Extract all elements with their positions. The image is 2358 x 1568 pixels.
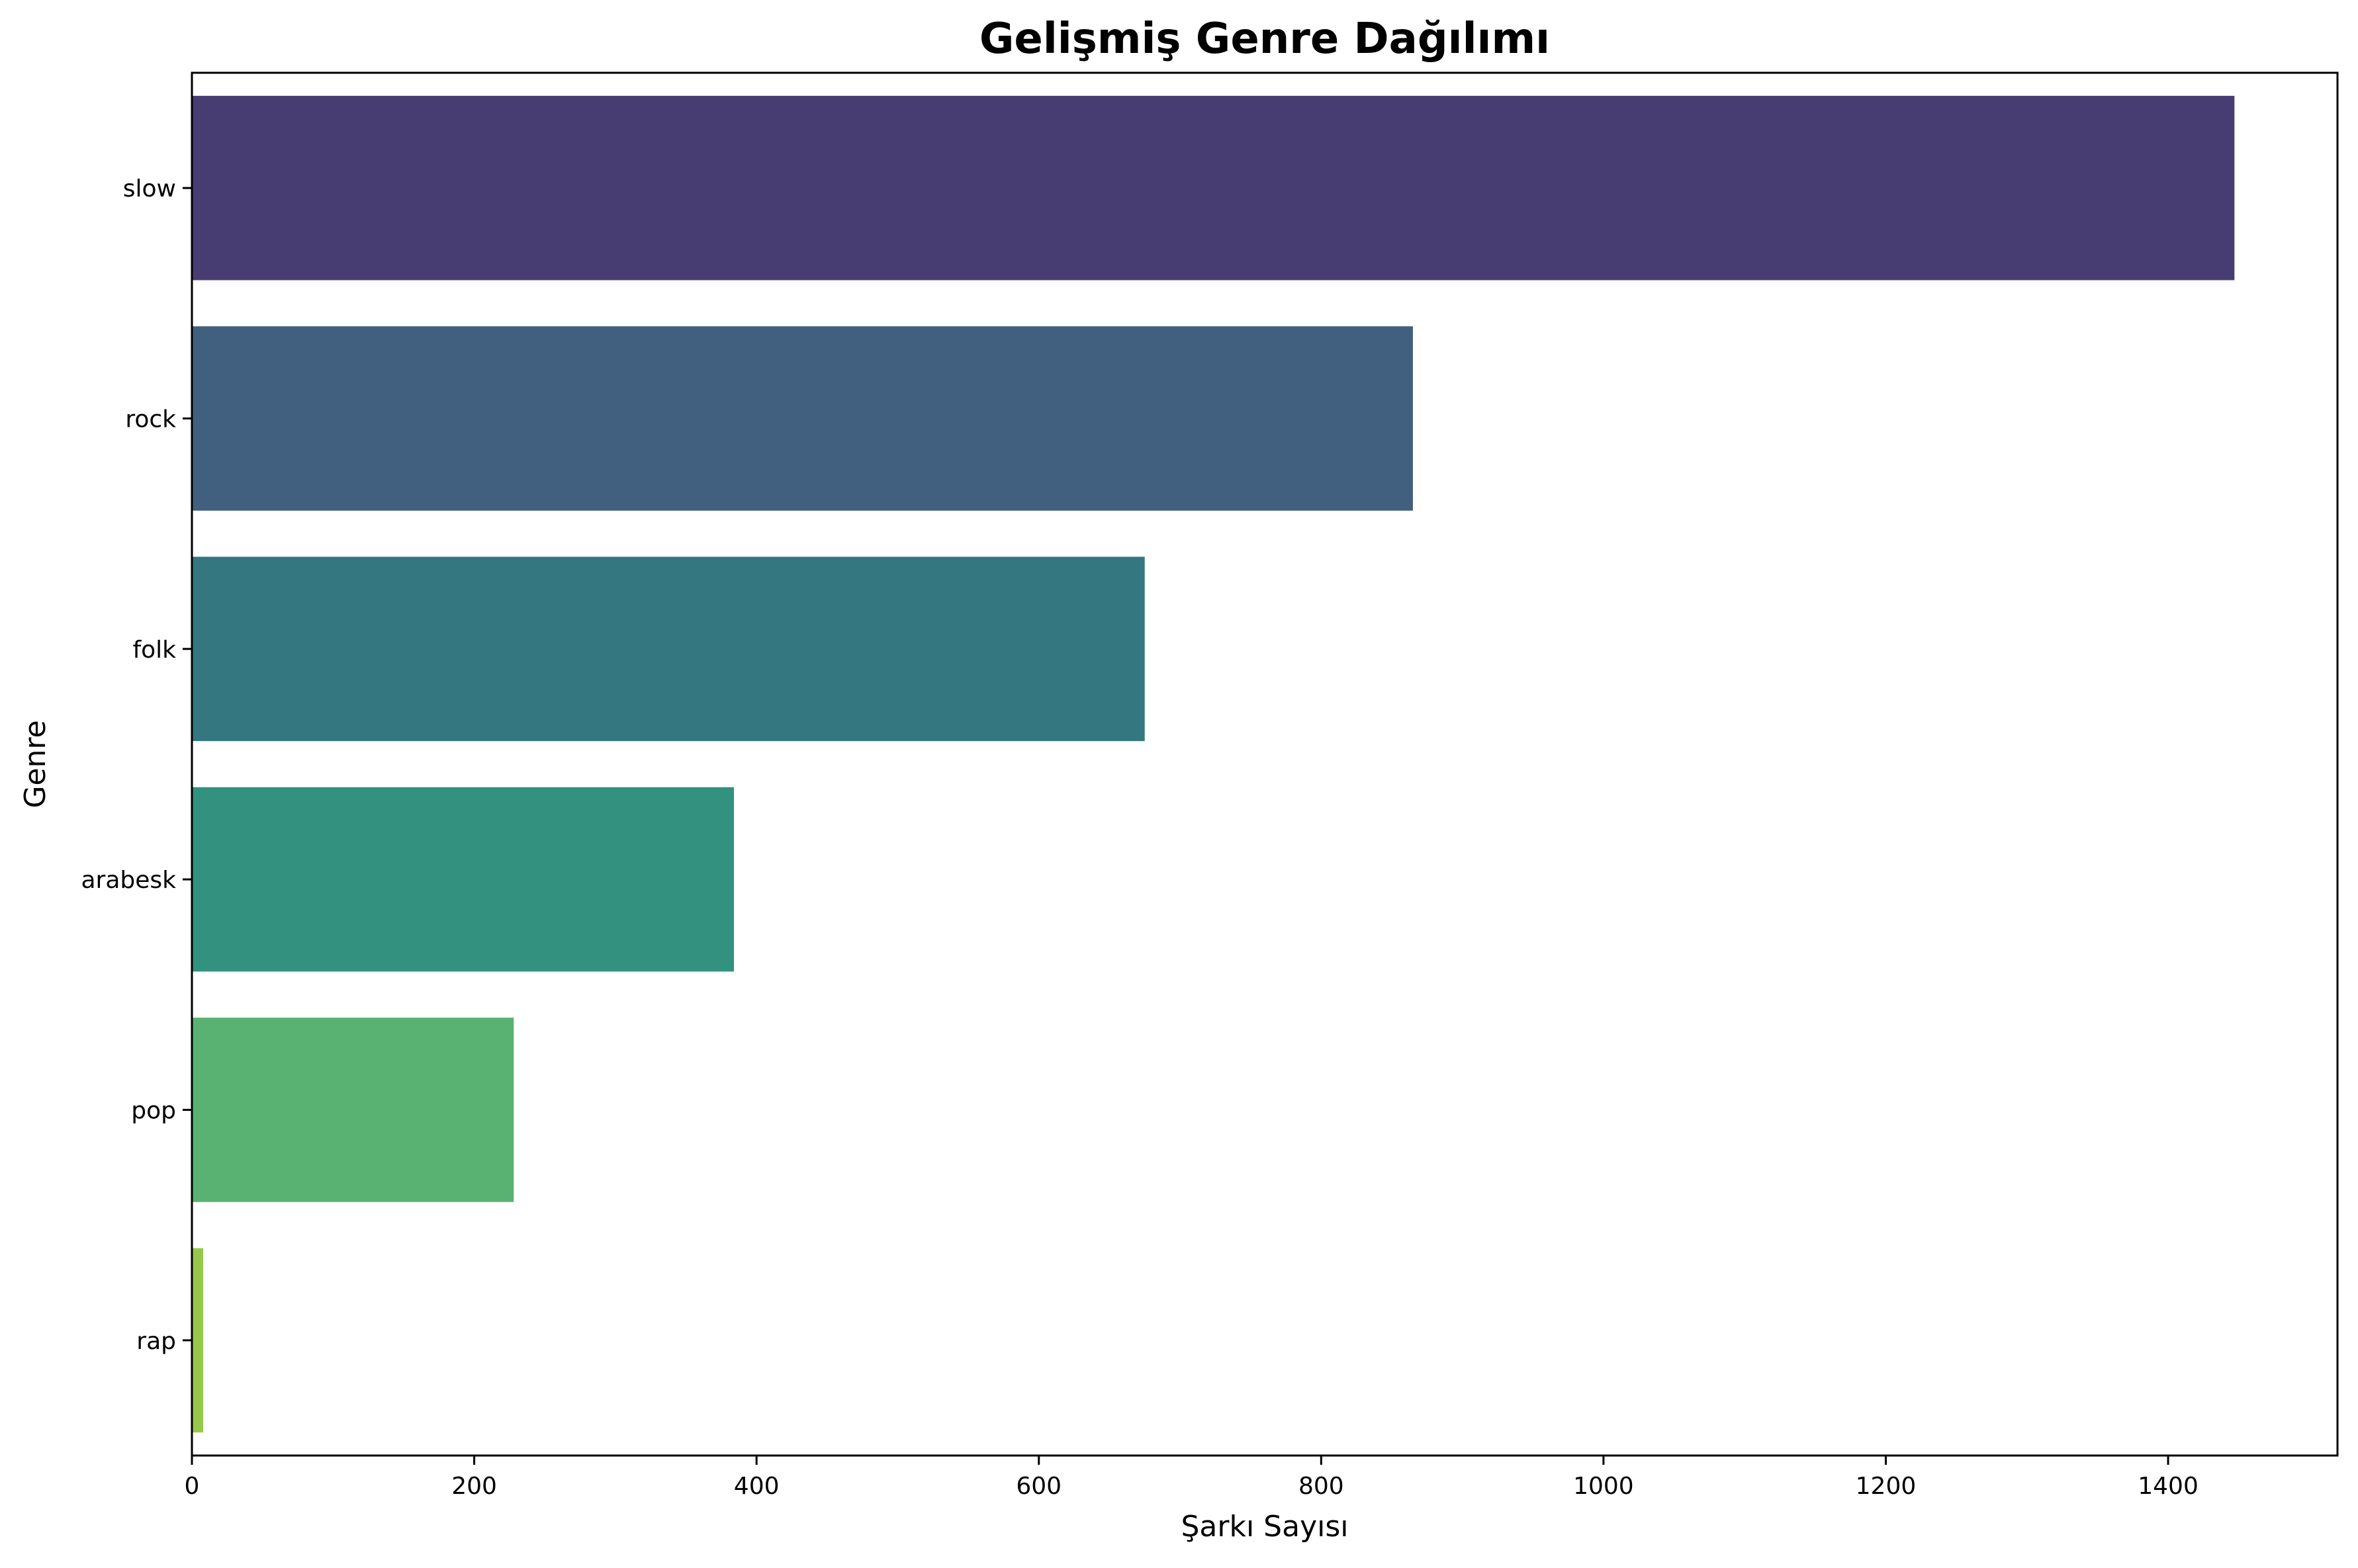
y-axis-ticks: slow rock folk arabesk pop rap [81,175,192,1355]
bar-slow [192,95,2235,281]
y-axis-label: Genre [19,720,52,808]
bar-arabesk [192,787,735,972]
x-axis-label: Şarkı Sayısı [1181,1510,1349,1544]
x-tick-label: 400 [734,1473,780,1500]
x-tick-label: 600 [1016,1473,1062,1500]
y-tick-label: rap [136,1328,176,1355]
x-tick-label: 1000 [1573,1473,1634,1500]
y-tick-label: arabesk [81,867,176,894]
x-tick-label: 0 [185,1473,200,1500]
y-tick-label: pop [131,1098,176,1125]
x-tick-label: 1400 [2138,1473,2199,1500]
bar-rock [192,326,1413,511]
y-tick-label: folk [132,636,176,664]
chart-title: Gelişmiş Genre Dağılımı [979,15,1550,64]
bar-pop [192,1018,514,1202]
bar-folk [192,556,1145,742]
x-tick-label: 1200 [1856,1473,1917,1500]
bars-group [192,95,2235,1433]
plot-frame [191,71,2339,1457]
bar-rap [192,1248,204,1433]
x-tick-label: 200 [451,1473,497,1500]
x-axis-ticks: 0 200 400 600 800 1000 1200 1400 [185,1456,2199,1500]
y-tick-label: rock [125,406,176,433]
x-tick-label: 800 [1298,1473,1344,1500]
y-tick-label: slow [123,175,176,202]
